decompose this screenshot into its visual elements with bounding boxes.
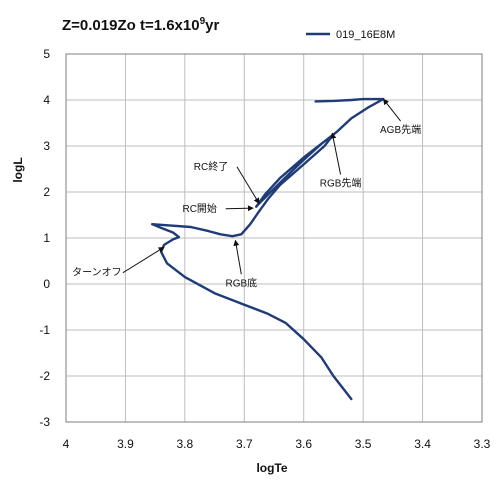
annotation-label: ターンオフ [72, 267, 122, 279]
y-tick-label: -3 [39, 415, 50, 429]
annotation-arrow [233, 239, 242, 275]
y-tick-label: -1 [39, 323, 50, 337]
legend-label: 019_16E8M [336, 29, 395, 41]
y-axis-tick-labels: 5 4 3 2 1 0 -1 -2 -3 [39, 47, 50, 429]
x-axis-label: logTe [256, 461, 287, 475]
x-tick-label: 3.8 [177, 437, 194, 451]
annotation-label: AGB先端 [380, 123, 421, 136]
chart-title-exponent: 9 [200, 16, 206, 27]
chart-title-main: Z=0.019Zo t=1.6x10 [62, 17, 200, 34]
y-tick-label: 2 [43, 185, 50, 199]
y-axis-label: logL [11, 157, 25, 182]
x-tick-label: 3.5 [355, 437, 372, 451]
y-tick-label: 4 [43, 93, 50, 107]
annotation-arrow [225, 205, 254, 212]
x-tick-label: 3.6 [295, 437, 312, 451]
x-axis-tick-labels: 4 3.9 3.8 3.7 3.6 3.5 3.4 3.3 [63, 437, 491, 451]
x-tick-label: 3.9 [117, 437, 134, 451]
y-tick-label: 1 [43, 231, 50, 245]
annotation-label: RC終了 [194, 160, 228, 173]
annotation-label: RGB先端 [320, 176, 362, 189]
annotation-arrow [382, 98, 401, 122]
chart-title: Z=0.019Zo t=1.6x109yr [62, 16, 219, 34]
annotation-label: RC開始 [182, 202, 216, 215]
annotation-label: RGB底 [225, 276, 257, 289]
series-line-019-16e8m [151, 97, 385, 401]
y-tick-label: 5 [43, 47, 50, 61]
x-tick-label: 4 [63, 437, 70, 451]
plot-area-frame [65, 53, 483, 423]
chart-title-unit: yr [205, 17, 219, 34]
annotation-arrow [122, 246, 165, 274]
x-tick-label: 3.7 [236, 437, 253, 451]
x-tick-label: 3.3 [474, 437, 491, 451]
grid-lines [66, 54, 482, 422]
annotation-arrow [236, 166, 260, 205]
annotation-arrow [330, 132, 342, 175]
y-tick-label: 3 [43, 139, 50, 153]
legend: 019_16E8M [306, 29, 395, 41]
x-tick-label: 3.4 [414, 437, 431, 451]
y-tick-label: -2 [39, 369, 50, 383]
series-layer [151, 97, 385, 401]
y-tick-label: 0 [43, 277, 50, 291]
